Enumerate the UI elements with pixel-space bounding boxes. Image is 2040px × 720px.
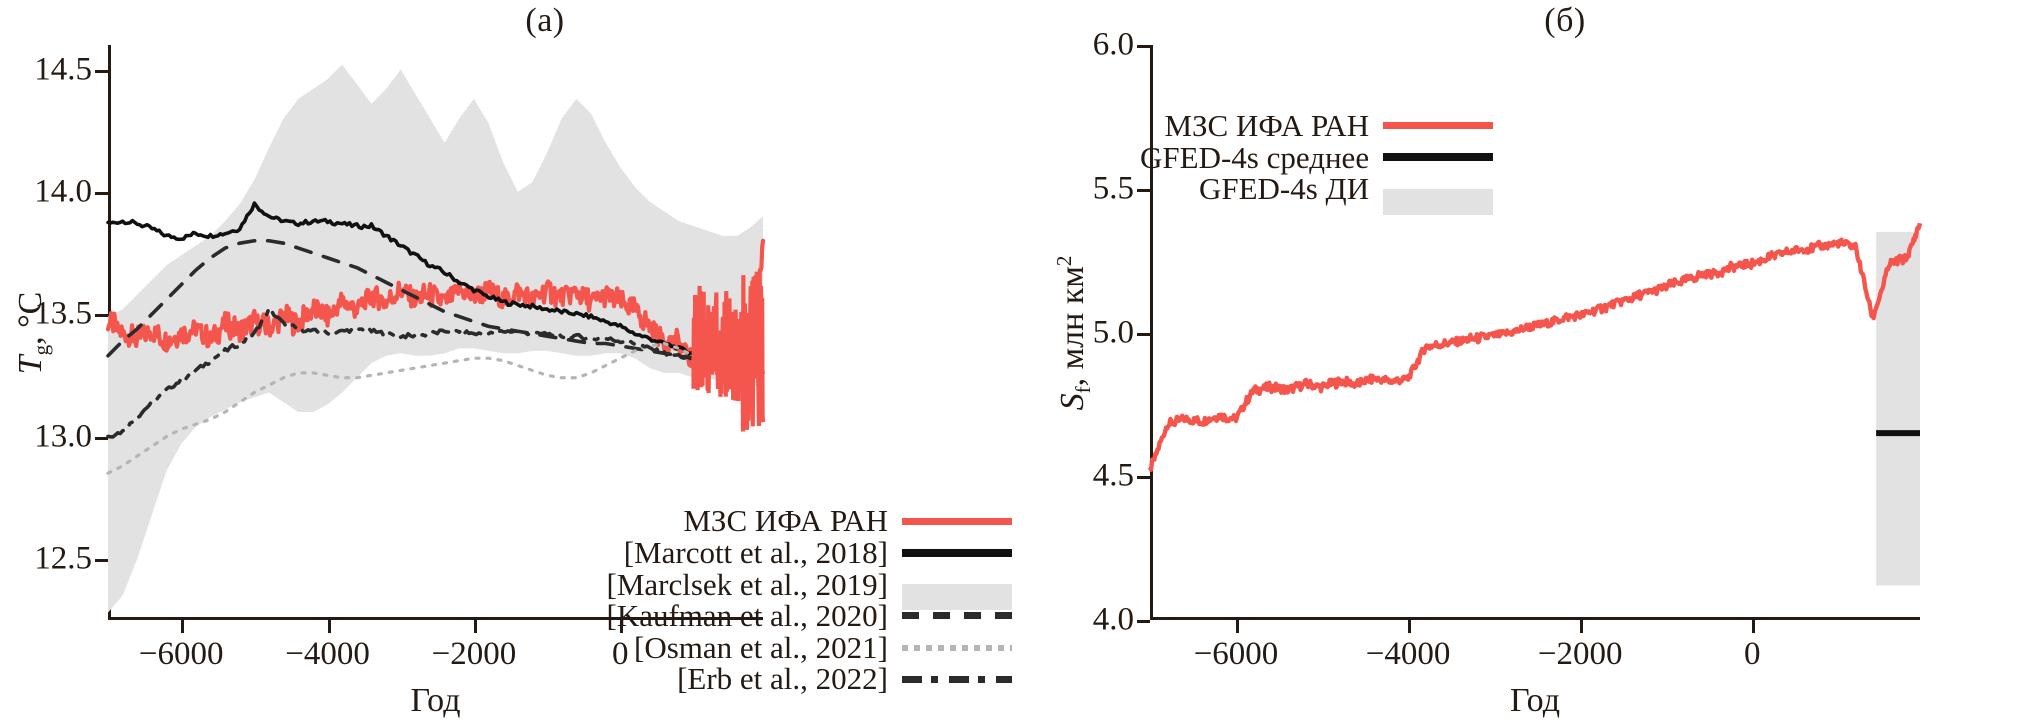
panel-b-ytick-4.5 xyxy=(1137,476,1150,480)
panel-a-xtick--4000 xyxy=(327,620,331,633)
legend-item[interactable]: GFED-4s среднее xyxy=(1140,139,1494,175)
panel-a-xticklabel-1: −4000 xyxy=(285,636,370,672)
legend-item[interactable]: [Marclsek et al., 2019] xyxy=(606,566,1012,611)
panel-b-xtick-0 xyxy=(1752,620,1756,633)
legend-swatch-dashed-icon xyxy=(902,603,1012,629)
panel-b-xticklabel-2: −2000 xyxy=(1537,636,1623,672)
panel-a-title: (a) xyxy=(525,2,565,39)
panel-a-uncertainty-band xyxy=(108,64,763,613)
panel-b-yticklabel-1: 5.5 xyxy=(1092,170,1134,207)
legend-swatch-solid-black-icon xyxy=(902,540,1012,566)
panel-b-y-axis xyxy=(1150,45,1153,620)
legend-item-label: [Erb et al., 2022] xyxy=(677,661,888,697)
legend-item[interactable]: [Marcott et al., 2018] xyxy=(624,537,1012,569)
panel-a-yticklabel-4: 12.5 xyxy=(34,540,92,577)
panel-a-ylabel-subscript: g xyxy=(29,344,53,355)
legend-item[interactable]: GFED-4s ДИ xyxy=(1198,171,1494,216)
panel-b-x-axis-label: Год xyxy=(1510,682,1560,719)
panel-a-series-3 xyxy=(106,341,765,475)
legend-item-label: МЗС ИФА РАН xyxy=(683,503,888,539)
panel-b-ytick-4.0 xyxy=(1137,620,1150,623)
panel-b-ylabel-unit: , млн км xyxy=(1054,265,1091,386)
panel-a-xticklabel-2: −2000 xyxy=(431,636,517,672)
legend-item[interactable]: МЗС ИФА РАН xyxy=(683,505,1012,537)
legend-item-label: [Kaufman et al., 2020] xyxy=(606,598,888,634)
panel-a-xticklabel-3: 0 xyxy=(612,636,629,672)
panel-a-series-4 xyxy=(106,306,765,439)
panel-a-ytick-12.5 xyxy=(95,559,108,563)
panel-b-ylabel-symbol: S xyxy=(1054,392,1091,410)
panel-a-xticklabel-0: −6000 xyxy=(138,636,224,672)
panel-b: (б) 6.0 5.5 5.0 4.5 4.0 −6000 −4000 −200… xyxy=(1020,0,2040,719)
panel-b-y-axis-label: Sf, млн км2 xyxy=(1052,255,1095,410)
panel-a-yticklabel-2: 13.5 xyxy=(34,295,92,332)
panel-a-legend: МЗС ИФА РАН [Marcott et al., 2018] [Marcls… xyxy=(607,505,1012,695)
legend-swatch-solid-black-icon xyxy=(1383,144,1494,170)
panel-a-yticklabel-3: 13.0 xyxy=(34,418,92,455)
panel-a-ylabel-symbol: T xyxy=(12,354,49,374)
panel-b-xticklabel-1: −4000 xyxy=(1365,636,1451,672)
panel-a-plot-area: 14.5 14.0 13.5 13.0 12.5 −6000 −4000 −20… xyxy=(12,45,766,719)
legend-item-label: GFED-4s среднее xyxy=(1140,139,1370,175)
panel-b-yticklabel-2: 5.0 xyxy=(1092,314,1134,350)
legend-swatch-solid-red-icon xyxy=(902,508,1012,534)
panel-a-xtick--2000 xyxy=(473,620,477,633)
legend-item[interactable]: [Erb et al., 2022] xyxy=(677,663,1012,695)
panel-b-xtick--2000 xyxy=(1580,620,1584,633)
panel-b-ytick-6.0 xyxy=(1137,45,1150,48)
panel-a-series-1 xyxy=(106,201,765,375)
panel-a: (a) 14.5 14.0 13.5 13.0 12.5 −6000 −4000… xyxy=(0,0,1020,719)
legend-swatch-band-icon xyxy=(1383,176,1494,216)
panel-a-series-canvas xyxy=(105,64,766,613)
panel-a-xtick-0 xyxy=(620,620,624,633)
panel-a-xtick--6000 xyxy=(181,620,185,633)
panel-b-ylabel-subscript: f xyxy=(1071,385,1095,393)
panel-a-ylabel-unit: , °C xyxy=(12,291,49,345)
panel-a-x-axis xyxy=(108,617,763,620)
legend-item-label: МЗС ИФА РАН xyxy=(1164,108,1370,143)
legend-item[interactable]: МЗС ИФА РАН xyxy=(1164,108,1494,143)
panel-b-x-axis xyxy=(1150,617,1920,620)
panel-b-ylabel-exponent: 2 xyxy=(1052,255,1076,266)
panel-a-series-2 xyxy=(106,238,765,368)
panel-b-series-canvas xyxy=(1147,222,1923,586)
legend-item[interactable]: [Kaufman et al., 2020] xyxy=(607,600,1012,632)
panel-b-yticklabel-4: 4.0 xyxy=(1092,601,1134,638)
panel-b-xticklabel-3: 0 xyxy=(1743,636,1761,672)
panel-a-series-modern-tail xyxy=(691,271,766,432)
legend-swatch-dotted-icon xyxy=(902,635,1012,661)
panel-b-ytick-5.5 xyxy=(1137,188,1150,192)
panel-a-yticklabel-0: 14.5 xyxy=(34,51,92,88)
panel-a-ytick-13.0 xyxy=(95,436,108,440)
panel-a-y-axis-label: Tg, °C xyxy=(12,291,53,374)
legend-swatch-solid-red-icon xyxy=(1383,113,1494,139)
panel-a-ytick-14.0 xyxy=(95,191,108,195)
legend-item-label: [Osman et al., 2021] xyxy=(634,629,888,665)
panel-b-yticklabel-0: 6.0 xyxy=(1092,26,1134,63)
legend-item-label: GFED-4s ДИ xyxy=(1198,171,1370,207)
panel-b-xtick--4000 xyxy=(1408,620,1412,633)
panel-b-legend: МЗС ИФА РАН GFED-4s среднее GFED-4s ДИ xyxy=(1140,108,1494,216)
panel-b-yticklabel-3: 4.5 xyxy=(1092,457,1134,494)
legend-item[interactable]: [Osman et al., 2021] xyxy=(634,632,1012,664)
legend-item-label: [Marcott et al., 2018] xyxy=(623,534,888,570)
panel-b-ytick-5.0 xyxy=(1137,332,1150,336)
legend-item-label: [Marclsek et al., 2019] xyxy=(606,566,888,602)
panel-b-series-0 xyxy=(1147,222,1923,472)
legend-swatch-dashdot-icon xyxy=(902,666,1012,692)
panel-a-x-axis-label: Год xyxy=(410,682,461,719)
legend-swatch-band-icon xyxy=(902,571,1012,611)
panel-b-title: (б) xyxy=(1544,2,1586,39)
panel-b-xticklabel-0: −6000 xyxy=(1193,636,1279,672)
panel-a-ytick-13.5 xyxy=(95,314,108,318)
panel-b-xtick--6000 xyxy=(1236,620,1239,633)
panel-a-yticklabel-1: 14.0 xyxy=(34,173,92,210)
panel-a-ytick-14.5 xyxy=(95,69,108,73)
